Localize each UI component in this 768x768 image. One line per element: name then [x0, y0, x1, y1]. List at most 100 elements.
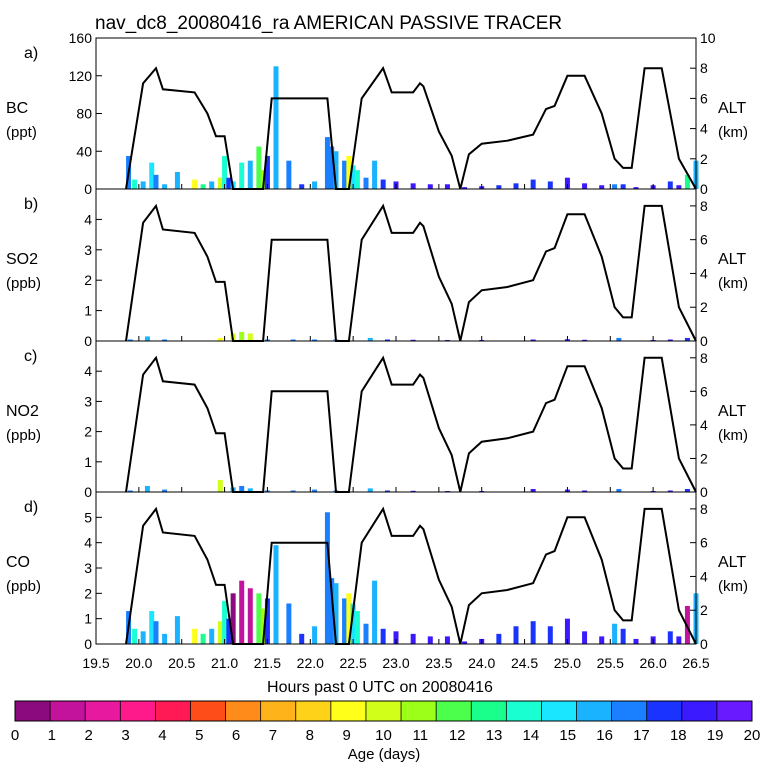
colorbar-tick-label: 5 — [195, 727, 203, 744]
colorbar-tick-label: 1 — [48, 727, 56, 744]
data-bar-bc — [346, 155, 352, 189]
data-bar-no2 — [684, 488, 690, 492]
data-bar-co — [324, 512, 330, 644]
colorbar-swatch — [85, 701, 121, 721]
data-bar-so2 — [367, 337, 373, 341]
alt-tick-label: 2 — [700, 151, 708, 167]
data-bar-no2 — [239, 485, 245, 492]
data-bar-bc — [667, 181, 673, 189]
data-bar-bc — [256, 146, 262, 189]
alt-tick-label: 8 — [700, 350, 708, 366]
colorbar-tick-label: 18 — [670, 727, 687, 744]
colorbar-tick-label: 3 — [121, 727, 129, 744]
data-bar-bc — [239, 162, 245, 189]
data-bar-no2 — [312, 489, 318, 492]
data-bar-bc — [513, 183, 519, 189]
y-tick-label: 160 — [69, 30, 93, 46]
panels: 040801201600246810a)BC(ppt)ALT(km)012340… — [6, 30, 748, 652]
panel-so2: 0 1 2 3 4 0 2 4 6 8 b) SO2 (ppb) ALT (km) — [6, 188, 748, 349]
panel-no2: 0 1 2 3 4 0 2 4 6 8 c) NO2 (ppb) ALT (km) — [6, 340, 748, 500]
y-tick-label: 4 — [84, 211, 92, 227]
alt-tick-label: 4 — [700, 121, 708, 137]
data-bar-co — [350, 603, 356, 644]
data-bar-bc — [380, 179, 386, 189]
x-tick-label: 24.5 — [511, 655, 538, 671]
x-tick-label: 19.5 — [82, 655, 109, 671]
y-tick-label: 5 — [84, 509, 92, 525]
data-bar-bc — [264, 155, 270, 189]
alt-tick-label: 6 — [700, 90, 708, 106]
altitude-line — [125, 203, 697, 342]
panel-id: a) — [24, 45, 38, 62]
y-tick-label: 1 — [84, 454, 92, 470]
colorbar-swatch — [471, 701, 507, 721]
y-tick-label: 3 — [84, 242, 92, 258]
x-tick-label: 20.0 — [125, 655, 152, 671]
alt-unit: (km) — [718, 578, 748, 595]
data-bar-co — [260, 608, 266, 644]
data-bar-no2 — [247, 488, 253, 492]
panel-id: d) — [24, 499, 38, 516]
alt-tick-label: 8 — [700, 198, 708, 214]
data-bar-co — [342, 598, 348, 644]
data-bar-bc — [192, 179, 198, 189]
x-tick-label: 25.0 — [554, 655, 581, 671]
y-tick-label: 4 — [84, 363, 92, 379]
data-bar-co — [162, 633, 168, 644]
colorbar-swatch — [295, 701, 332, 721]
colorbar-frame — [14, 700, 753, 722]
x-axis-label: Hours past 0 UTC on 20080416 — [267, 679, 493, 696]
data-bar-co — [496, 633, 502, 644]
data-bar-co — [620, 628, 626, 644]
data-bar-so2 — [162, 339, 168, 341]
data-bar-co — [363, 623, 369, 644]
colorbar-swatch — [611, 701, 648, 721]
alt-tick-label: 2 — [700, 602, 708, 618]
data-bar-bc — [633, 187, 639, 189]
colorbar-tick-label: 11 — [413, 727, 429, 744]
data-bar-bc — [329, 146, 335, 189]
alt-tick-label: 8 — [700, 501, 708, 517]
plot-frame — [95, 188, 697, 342]
data-bar-co — [256, 593, 262, 644]
alt-tick-label: 6 — [700, 383, 708, 399]
colorbar-tick-label: 19 — [707, 727, 724, 744]
data-bar-bc — [333, 151, 339, 189]
alt-label: ALT — [718, 251, 746, 268]
data-bar-co — [329, 578, 335, 644]
colorbar-tick-label: 0 — [11, 727, 19, 744]
plot-frame — [95, 491, 697, 645]
data-bar-co — [239, 580, 245, 644]
panel-id: c) — [24, 348, 37, 365]
y-tick-label: 2 — [84, 272, 92, 288]
species-label: BC — [6, 100, 28, 117]
data-bar-co — [192, 628, 198, 644]
data-bar-co — [667, 631, 673, 644]
colorbar-swatch — [120, 701, 156, 721]
species-unit: (ppb) — [6, 427, 41, 444]
alt-tick-label: 0 — [700, 181, 708, 197]
colorbar: 0 1 2 3 4 5 6 7 8 9 10 11 12 13 14 15 16 17 18 19 20 — [11, 700, 760, 744]
species-unit: (ppt) — [6, 124, 37, 141]
data-bar-bc — [222, 155, 228, 189]
alt-label: ALT — [718, 100, 746, 117]
data-bar-no2 — [667, 490, 673, 492]
data-bar-bc — [200, 184, 206, 189]
colorbar-swatch — [646, 701, 683, 721]
data-bar-co — [312, 626, 318, 644]
colorbar-tick-label: 10 — [375, 727, 392, 744]
data-bar-bc — [273, 66, 279, 189]
data-bar-so2 — [290, 339, 296, 341]
data-bar-co — [676, 636, 682, 644]
data-bar-bc — [372, 160, 378, 189]
data-bar-bc — [299, 184, 305, 189]
species-label: NO2 — [6, 403, 39, 420]
colorbar-tick-label: 6 — [232, 727, 240, 744]
data-bar-so2 — [582, 339, 588, 341]
data-bar-bc — [132, 179, 138, 189]
panel-bc: 0 40 80 120 160 0 2 4 6 8 10 a) BC (ppt) ALT (km) — [6, 30, 748, 197]
alt-tick-label: 8 — [700, 60, 708, 76]
data-bar-bc — [547, 181, 553, 189]
y-tick-label: 3 — [84, 560, 92, 576]
colorbar-tick-label: 4 — [158, 727, 166, 744]
